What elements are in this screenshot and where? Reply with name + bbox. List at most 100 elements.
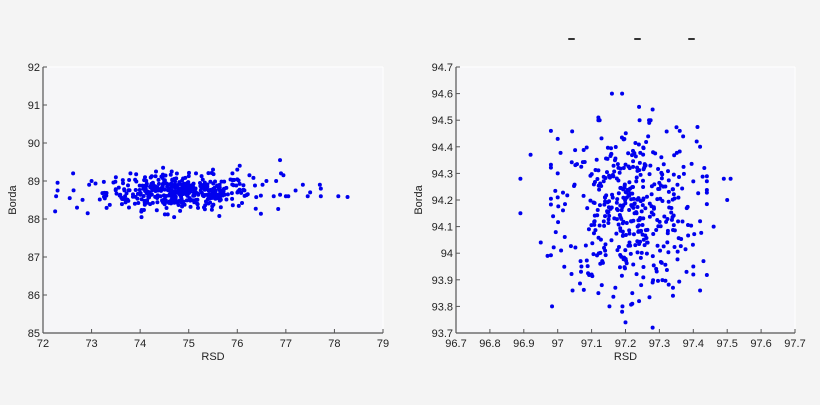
scatter-points [53,158,350,220]
data-point [538,240,543,245]
x-tick-label: 78 [328,338,340,350]
data-point [698,219,703,224]
data-point [650,325,655,330]
y-tick-label: 85 [28,328,40,340]
data-point [281,173,286,178]
data-point [237,163,242,168]
y-axis-label: Borda [413,184,425,214]
data-point [235,167,240,172]
data-point [318,194,323,199]
x-tick-label: 97.4 [683,338,704,350]
data-point [555,171,560,176]
data-point [623,320,628,325]
data-point [711,224,716,229]
data-point [85,211,90,216]
data-point [260,182,265,187]
data-point [548,128,553,133]
y-tick-label: 92 [28,62,40,74]
y-tick-label: 94.7 [432,62,453,74]
data-point [113,175,118,180]
y-tick-label: 94.6 [432,89,453,101]
data-point [128,171,133,176]
data-point [725,198,730,202]
data-point [637,299,642,304]
data-point [691,179,696,184]
title-fragment [634,38,641,40]
data-point [637,104,642,109]
data-point [701,259,706,264]
y-tick-label: 94.2 [432,195,453,207]
data-point [305,194,310,199]
y-tick-label: 94 [441,248,453,260]
data-point [89,179,94,183]
right-scatter-plot: 96.7 96.8 96.9 97 97.1 97.2 97.3 97.4 97.5 97.6 97… [410,0,820,400]
y-tick-label: 88 [28,214,40,226]
x-tick-label: 97.7 [784,338,805,350]
data-point [596,115,601,120]
data-point [677,128,682,133]
data-point [318,186,323,191]
data-point [559,248,564,253]
data-point [670,293,675,298]
x-tick-label: 96.7 [445,338,466,350]
data-point [300,182,305,187]
data-point [620,309,625,314]
data-point [247,173,252,178]
data-point [211,167,215,172]
data-point [650,107,655,112]
data-point [308,190,313,195]
scatter-points [518,91,733,330]
x-tick-label: 97.2 [615,338,636,350]
y-tick-label: 94.3 [432,168,453,180]
x-tick-label: 75 [183,338,195,350]
y-tick-label: 94.5 [432,115,453,127]
x-tick-label: 97.6 [750,338,771,350]
data-point [620,91,625,96]
x-tick-label: 97.1 [581,338,602,350]
data-point [53,209,58,214]
data-point [172,215,177,220]
data-point [286,194,291,199]
data-point [599,283,604,288]
data-point [230,171,235,176]
x-tick-label: 74 [134,338,146,350]
data-point [613,285,618,290]
data-point [630,291,635,296]
data-point [87,182,92,187]
data-point [691,272,696,277]
y-tick-label: 93.8 [432,301,453,313]
data-point [670,285,675,290]
y-tick-label: 91 [28,100,40,112]
data-point [579,264,584,269]
x-tick-label: 97 [552,338,564,350]
y-tick-label: 87 [28,252,40,264]
data-point [54,194,59,199]
data-point [528,152,533,157]
data-point [589,272,594,277]
plot-area [43,67,383,333]
data-point [143,175,147,180]
data-point [71,171,76,176]
x-axis-label: RSD [201,351,224,363]
y-tick-label: 90 [28,138,40,150]
y-tick-label: 86 [28,290,40,302]
x-tick-label: 76 [231,338,243,350]
data-point [271,194,276,199]
data-point [545,253,550,258]
data-point [264,179,269,183]
data-point [684,269,689,274]
data-point [698,288,703,293]
x-tick-label: 97.5 [716,338,737,350]
y-tick-label: 93.7 [432,328,453,340]
data-point [194,171,198,176]
x-tick-label: 73 [85,338,97,350]
y-tick-label: 94.1 [432,222,453,234]
x-tick-label: 97.3 [649,338,670,350]
data-point [274,179,279,183]
data-point [518,211,523,216]
data-point [336,194,341,199]
data-point [253,206,258,211]
x-axis-label: RSD [614,351,637,363]
data-point [650,280,655,285]
data-point [169,169,174,174]
